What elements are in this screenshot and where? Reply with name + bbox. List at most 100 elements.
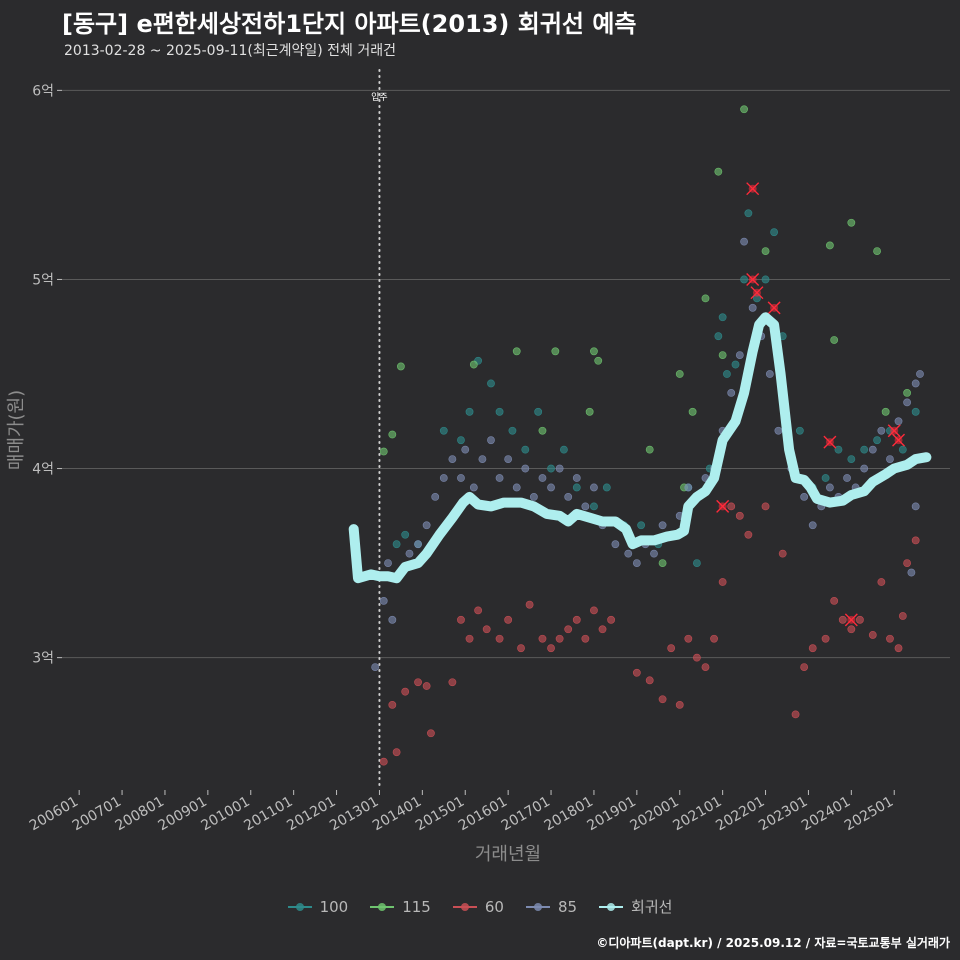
data-point-100 [770, 228, 779, 237]
x-tick-label: 201901 [585, 794, 639, 835]
data-point-60 [388, 701, 397, 709]
data-point-85 [886, 455, 894, 463]
data-point-60 [590, 606, 598, 615]
data-point-100 [731, 360, 740, 369]
data-point-115 [718, 351, 727, 359]
data-point-85 [538, 474, 547, 482]
data-point-85 [495, 474, 504, 482]
data-point-60 [658, 695, 667, 704]
legend-item-100: 100 [287, 897, 349, 916]
data-point-85 [529, 493, 538, 501]
data-point-60 [448, 678, 457, 687]
scatter-points [371, 105, 924, 766]
data-point-100 [508, 426, 517, 435]
y-tick-label: 6억 [32, 83, 54, 99]
data-point-85 [658, 521, 667, 530]
x-axis-label: 거래년월 [475, 844, 541, 865]
data-point-115 [830, 336, 839, 344]
data-point-60 [379, 757, 388, 766]
data-point-85 [877, 426, 886, 435]
data-point-60 [598, 625, 607, 634]
data-point-85 [512, 483, 521, 492]
data-point-60 [632, 668, 641, 677]
data-point-100 [744, 209, 753, 218]
x-tick-label: 201601 [456, 794, 510, 835]
x-tick-label: 201101 [241, 794, 295, 835]
x-tick-label: 201401 [370, 794, 424, 835]
data-point-60 [911, 536, 920, 545]
data-point-115 [903, 389, 912, 397]
x-tick-label: 200701 [70, 794, 124, 835]
data-point-60 [607, 615, 616, 624]
data-point-115 [645, 445, 654, 454]
data-point-60 [465, 634, 474, 643]
x-tick-label: 201801 [542, 794, 596, 835]
data-point-60 [761, 502, 770, 511]
data-point-115 [847, 218, 856, 227]
data-point-85 [765, 370, 774, 378]
x-tick-label: 202001 [627, 794, 681, 835]
data-point-100 [401, 530, 410, 539]
data-point-115 [881, 407, 890, 416]
x-tick-label: 202301 [756, 794, 810, 835]
data-point-60 [830, 597, 839, 605]
data-point-60 [778, 549, 787, 558]
x-tick-label: 202501 [842, 794, 896, 835]
y-tick-label: 3억 [32, 651, 54, 667]
data-point-60 [856, 615, 864, 624]
data-point-85 [611, 540, 620, 549]
legend-label: 회귀선 [631, 898, 673, 916]
highlight-cross [746, 272, 760, 286]
data-point-85 [521, 464, 530, 473]
data-point-85 [384, 559, 392, 567]
highlight-cross [750, 286, 764, 300]
data-point-85 [572, 474, 581, 482]
data-point-115 [551, 347, 560, 356]
data-point-85 [735, 351, 744, 359]
source-caption: ©디아파트(dapt.kr) / 2025.09.12 / 자료=국토교통부 실… [596, 936, 950, 950]
data-point-60 [838, 615, 847, 624]
data-point-100 [465, 407, 474, 416]
data-point-100 [547, 464, 555, 473]
data-point-60 [547, 644, 555, 653]
data-point-85 [431, 493, 440, 501]
data-point-100 [521, 445, 530, 454]
data-point-85 [911, 502, 920, 511]
chart-title: [동구] e편한세상전하1단지 아파트(2013) 회귀선 예측 [62, 10, 637, 38]
data-point-85 [581, 502, 590, 511]
data-point-85 [457, 474, 465, 482]
data-point-60 [538, 634, 547, 643]
data-point-115 [396, 362, 405, 371]
data-point-115 [388, 430, 397, 439]
data-point-60 [495, 634, 504, 643]
data-point-85 [860, 464, 869, 473]
data-point-85 [590, 483, 598, 492]
data-point-60 [564, 625, 573, 634]
data-point-60 [791, 710, 800, 719]
data-point-60 [847, 625, 856, 634]
legend-label: 100 [319, 897, 349, 916]
data-point-85 [825, 483, 834, 492]
data-point-60 [482, 625, 491, 634]
data-point-85 [371, 663, 380, 671]
grid-lines [62, 89, 950, 659]
y-axis-label: 매매가(원) [6, 390, 27, 470]
x-tick-label: 202401 [799, 794, 853, 835]
data-point-115 [379, 447, 388, 456]
data-point-100 [602, 483, 611, 492]
data-point-60 [727, 502, 736, 511]
data-point-60 [735, 511, 744, 520]
data-point-60 [903, 559, 912, 567]
legend-label: 85 [557, 897, 578, 916]
data-point-85 [740, 237, 748, 246]
data-point-60 [877, 578, 886, 586]
data-point-60 [675, 701, 684, 709]
data-point-85 [727, 389, 736, 397]
data-point-100 [847, 455, 856, 463]
x-tick-label: 201001 [198, 794, 252, 835]
data-point-100 [795, 426, 804, 435]
highlight-cross [844, 613, 858, 627]
x-tick-label: 200801 [113, 794, 167, 835]
data-point-85 [439, 474, 448, 482]
